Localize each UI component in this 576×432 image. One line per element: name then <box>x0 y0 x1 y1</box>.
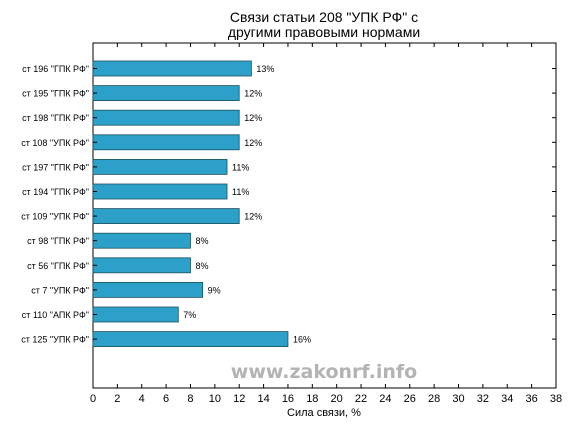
bar-value-label: 12% <box>244 212 262 222</box>
category-label: ст 110 "АПК РФ" <box>22 310 89 320</box>
chart-title-line: другими правовыми нормами <box>228 24 420 40</box>
category-label: ст 109 "УПК РФ" <box>21 212 89 222</box>
bar <box>92 281 204 298</box>
x-tick-label: 34 <box>501 393 513 405</box>
bar <box>92 60 252 77</box>
x-tick-label: 8 <box>187 393 193 405</box>
bar-value-label: 12% <box>244 138 262 148</box>
x-tick-label: 0 <box>90 393 96 405</box>
bar <box>92 183 228 200</box>
category-label: ст 108 "УПК РФ" <box>21 138 89 148</box>
chart-title-line: Связи статьи 208 "УПК РФ" с <box>230 9 418 25</box>
bar <box>92 257 191 274</box>
bar <box>92 306 179 323</box>
bar <box>92 109 240 126</box>
category-label: ст 125 "УПК РФ" <box>21 335 89 345</box>
watermark-text: www.zakonrf.info <box>231 361 417 383</box>
category-labels: ст 196 "ГПК РФ" ст 195 "ГПК РФ" ст 198 "ГП… <box>21 64 556 345</box>
bar-value-label: 8% <box>195 261 208 271</box>
bars-group: 13% 12% 12% 12% 11% 11% 12% 8% 8% 9% 7% 16% <box>92 60 311 348</box>
bar-value-label: 11% <box>232 187 249 197</box>
bar-value-label: 16% <box>293 335 311 345</box>
category-label: ст 98 "ГПК РФ" <box>27 236 89 246</box>
bar <box>92 208 240 225</box>
bar <box>92 134 240 151</box>
x-tick-label: 14 <box>257 393 269 405</box>
bar <box>92 158 228 175</box>
x-tick-label: 18 <box>306 393 318 405</box>
x-axis-ticks: 0 2 4 6 8 10 12 14 16 18 20 22 24 26 28 30 32 34 36 38 <box>90 43 562 405</box>
bar <box>92 85 240 101</box>
x-tick-label: 20 <box>331 393 343 405</box>
category-label: ст 7 "УПК РФ" <box>31 285 89 295</box>
category-label: ст 197 "ГПК РФ" <box>22 162 89 172</box>
bar-value-label: 12% <box>244 113 262 123</box>
bar-value-label: 7% <box>183 310 196 320</box>
x-tick-label: 38 <box>550 393 562 405</box>
x-tick-label: 16 <box>282 393 294 405</box>
category-label: ст 56 "ГПК РФ" <box>27 261 89 271</box>
category-label: ст 194 "ГПК РФ" <box>22 187 89 197</box>
x-tick-label: 12 <box>233 393 245 405</box>
x-axis-label: Сила связи, % <box>287 407 361 419</box>
x-tick-label: 2 <box>114 393 120 405</box>
category-label: ст 195 "ГПК РФ" <box>22 89 89 99</box>
category-label: ст 198 "ГПК РФ" <box>22 113 89 123</box>
bar-value-label: 8% <box>195 236 208 246</box>
bar-value-label: 9% <box>208 285 221 295</box>
bar-value-label: 11% <box>232 162 249 172</box>
x-tick-label: 6 <box>163 393 169 405</box>
x-tick-label: 24 <box>379 393 391 405</box>
bar-value-label: 12% <box>244 89 262 99</box>
x-tick-label: 26 <box>404 393 416 405</box>
bar <box>92 232 191 249</box>
x-tick-label: 22 <box>355 393 367 405</box>
x-tick-label: 32 <box>477 393 489 405</box>
x-tick-label: 36 <box>526 393 538 405</box>
x-tick-label: 10 <box>209 393 221 405</box>
category-label: ст 196 "ГПК РФ" <box>22 64 89 74</box>
x-tick-label: 30 <box>452 393 464 405</box>
x-tick-label: 28 <box>428 393 440 405</box>
bar-value-label: 13% <box>256 64 274 74</box>
x-tick-label: 4 <box>139 393 145 405</box>
bar <box>92 331 289 348</box>
